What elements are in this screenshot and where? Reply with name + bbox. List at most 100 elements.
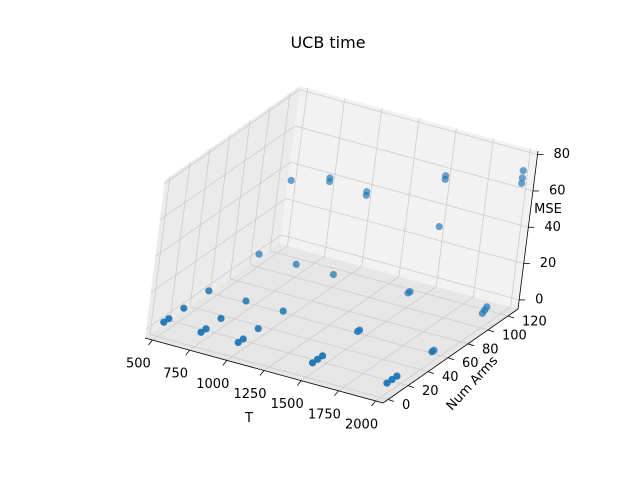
data-point — [353, 327, 362, 336]
z-tick-label: 20 — [540, 256, 557, 271]
data-point — [388, 376, 396, 384]
y-tick — [467, 343, 475, 347]
z-tick-label: 60 — [549, 183, 566, 198]
y-tick-label: 120 — [522, 314, 547, 329]
z-axis-label: MSE — [534, 202, 562, 217]
grid-line-z-back — [281, 234, 520, 301]
grid-line-z-left — [145, 234, 282, 330]
data-point — [518, 174, 526, 182]
y-tick — [507, 315, 515, 319]
grid-line-x-back — [287, 87, 308, 247]
data-point — [292, 260, 300, 268]
data-point — [165, 315, 173, 323]
y-tick — [487, 329, 495, 333]
x-tick-label: 1750 — [308, 407, 341, 422]
grid-line-z-left — [164, 89, 300, 184]
y-tick-label: 20 — [422, 384, 439, 399]
data-point — [518, 179, 526, 187]
data-point — [393, 372, 401, 380]
data-point — [318, 352, 327, 360]
y-tick-label: 40 — [442, 370, 459, 385]
grid-line-z-left — [155, 161, 291, 257]
x-tick — [259, 370, 265, 376]
data-point — [435, 222, 443, 231]
data-point — [313, 355, 322, 363]
grid-line-x-floor — [189, 255, 325, 351]
data-point — [255, 250, 263, 258]
tick-labels: 5007501000125015001750200002040608010012… — [126, 147, 570, 432]
x-tick-label: 500 — [126, 357, 151, 372]
data-point — [287, 176, 295, 185]
grid-line-y-floor — [249, 264, 489, 331]
data-point — [217, 314, 225, 323]
grid-line-x-back — [324, 98, 346, 257]
grid-line-y-floor — [169, 320, 409, 386]
data-point — [404, 289, 412, 297]
data-point — [279, 307, 287, 315]
x-tick — [222, 360, 228, 366]
grid-line-y-floor — [269, 250, 509, 317]
data-point — [308, 359, 317, 367]
data-point — [234, 338, 242, 347]
data-point — [205, 287, 213, 295]
data-point — [363, 188, 371, 196]
data-point — [519, 167, 527, 175]
data-point — [326, 174, 334, 182]
grid-line-z-back — [299, 89, 538, 156]
y-tick — [407, 385, 415, 388]
x-tick-label: 1000 — [196, 377, 229, 392]
grid-line-x-floor — [300, 286, 437, 381]
grid-line-y-left — [169, 162, 191, 321]
data-point — [254, 324, 262, 333]
y-tick — [427, 371, 435, 375]
grid-line-z-left — [159, 125, 296, 221]
x-tick-label: 2000 — [345, 417, 378, 432]
grid-line-x-back — [435, 128, 457, 287]
y-tick-label: 80 — [482, 342, 499, 357]
x-tick — [334, 390, 339, 397]
z-axis-line — [517, 150, 539, 310]
tick-marks — [148, 154, 544, 407]
y-tick-label: 0 — [402, 398, 410, 413]
grid-line-x-back — [361, 108, 383, 267]
grid-line-z-left — [150, 198, 286, 293]
grid-line-y-left — [269, 92, 291, 252]
y-tick — [447, 357, 455, 361]
scatter-points — [160, 167, 527, 387]
grid-line-x-back — [472, 138, 494, 297]
data-point — [428, 348, 436, 356]
grid-line-x-floor — [338, 296, 474, 392]
x-tick — [296, 380, 302, 386]
grid-line-y-left — [249, 106, 271, 265]
z-tick-label: 80 — [554, 147, 571, 162]
grid-line-y-floor — [189, 306, 429, 373]
grid-line-y-floor — [149, 334, 389, 400]
data-point — [242, 297, 250, 305]
x-tick-label: 1250 — [233, 387, 266, 402]
z-tick-label: 40 — [544, 220, 561, 235]
grid-line-y-left — [209, 134, 231, 293]
data-point — [160, 318, 168, 326]
data-point — [239, 335, 247, 343]
y-tick-label: 60 — [462, 356, 479, 371]
data-point — [202, 325, 210, 333]
data-point — [442, 172, 450, 180]
data-point — [197, 328, 205, 336]
grid-line-x-floor — [375, 306, 511, 402]
grid-line-y-left — [229, 120, 251, 279]
grid-line-z-back — [290, 161, 529, 228]
x-tick — [185, 349, 190, 356]
grid-line-x-back — [510, 148, 531, 308]
grid-line-y-floor — [229, 278, 469, 345]
x-axis-label: T — [244, 411, 253, 426]
y-tick — [387, 399, 395, 402]
data-point — [180, 304, 188, 312]
grid-line-z-back — [294, 125, 534, 192]
x-tick-label: 1500 — [271, 397, 304, 412]
grid-line-x-floor — [152, 245, 288, 341]
data-point — [478, 309, 487, 317]
grid-line-y-left — [189, 148, 211, 307]
grid-line-x-floor — [263, 276, 400, 371]
